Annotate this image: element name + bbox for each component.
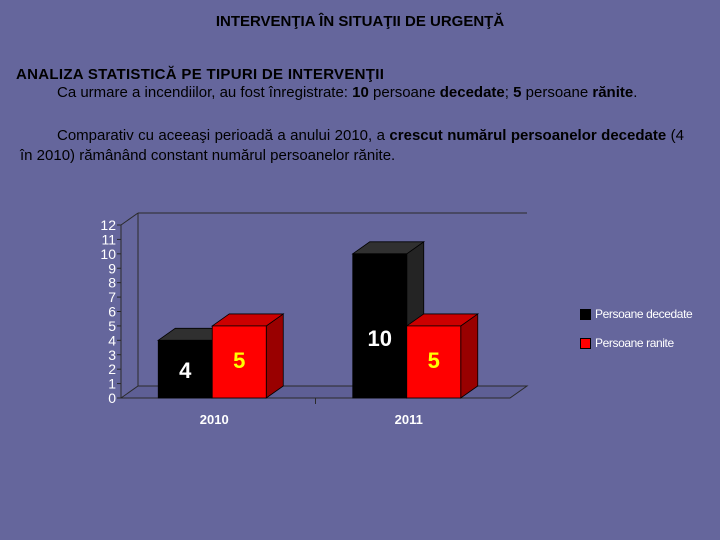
y-tick-label: 6	[108, 304, 116, 320]
y-tick-label: 0	[108, 390, 116, 406]
p2-text-3: (4 în 2010) rămânând constant numărul pe…	[20, 127, 684, 164]
bar-persoane-ranite-2010	[211, 325, 267, 399]
data-label: 4	[179, 358, 192, 383]
legend-swatch	[580, 338, 591, 349]
y-tick-label: 8	[108, 275, 116, 291]
p1-text-1: Ca urmare a incendiilor, au fost înregis…	[57, 84, 353, 101]
bar-persoane-decedate-2010	[157, 339, 213, 399]
paragraph-incendii: Ca urmare a incendiilor, au fost înregis…	[20, 83, 684, 103]
y-tick-label: 2	[108, 361, 116, 377]
page-title: INTERVENŢIA ÎN SITUAŢII DE URGENŢĂ	[215, 13, 505, 30]
y-tick-label: 10	[100, 246, 116, 262]
p1-bold-2: decedate	[439, 84, 505, 101]
legend-label: Persoane decedate	[595, 307, 693, 321]
p1-text-2: persoane	[368, 84, 440, 101]
y-tick-label: 12	[100, 217, 116, 233]
y-tick-label: 5	[108, 318, 116, 334]
x-tick-label: 2010	[200, 412, 229, 427]
p1-bold-1: 10	[352, 84, 369, 101]
data-label: 5	[233, 348, 245, 373]
y-tick-label: 7	[108, 289, 116, 305]
y-tick-label: 3	[108, 347, 116, 363]
p1-bold-3: 5	[513, 84, 522, 101]
y-tick-label: 1	[108, 376, 116, 392]
y-tick-label: 4	[108, 332, 116, 348]
y-axis-top-diagonal	[120, 212, 139, 226]
bar-side	[265, 313, 284, 399]
bar-side	[460, 313, 479, 399]
p1-text-3: ;	[504, 84, 514, 101]
y-tick-label: 11	[101, 231, 116, 247]
p1-text-4: persoane	[521, 84, 593, 101]
p2-text-1: Comparativ cu aceeaşi perioadă a anului …	[57, 127, 390, 144]
x-tick-label: 2011	[395, 412, 423, 427]
bar-persoane-ranite-2011	[406, 325, 462, 399]
section-title: ANALIZA STATISTICĂ PE TIPURI DE INTERVEN…	[16, 66, 385, 83]
bar-persoane-decedate-2011	[352, 253, 408, 399]
legend-label: Persoane ranite	[595, 336, 674, 350]
legend-swatch	[580, 309, 591, 320]
p1-bold-4: rănite	[592, 84, 634, 101]
p2-bold-1: crescut	[389, 127, 443, 144]
data-label: 5	[428, 348, 440, 373]
p1-text-5: .	[633, 84, 638, 101]
y-tick-label: 9	[108, 260, 116, 276]
data-label: 10	[368, 326, 392, 351]
paragraph-comparativ: Comparativ cu aceeaşi perioadă a anului …	[20, 126, 684, 166]
p2-bold-2: numărul persoanelor decedate	[447, 127, 667, 144]
